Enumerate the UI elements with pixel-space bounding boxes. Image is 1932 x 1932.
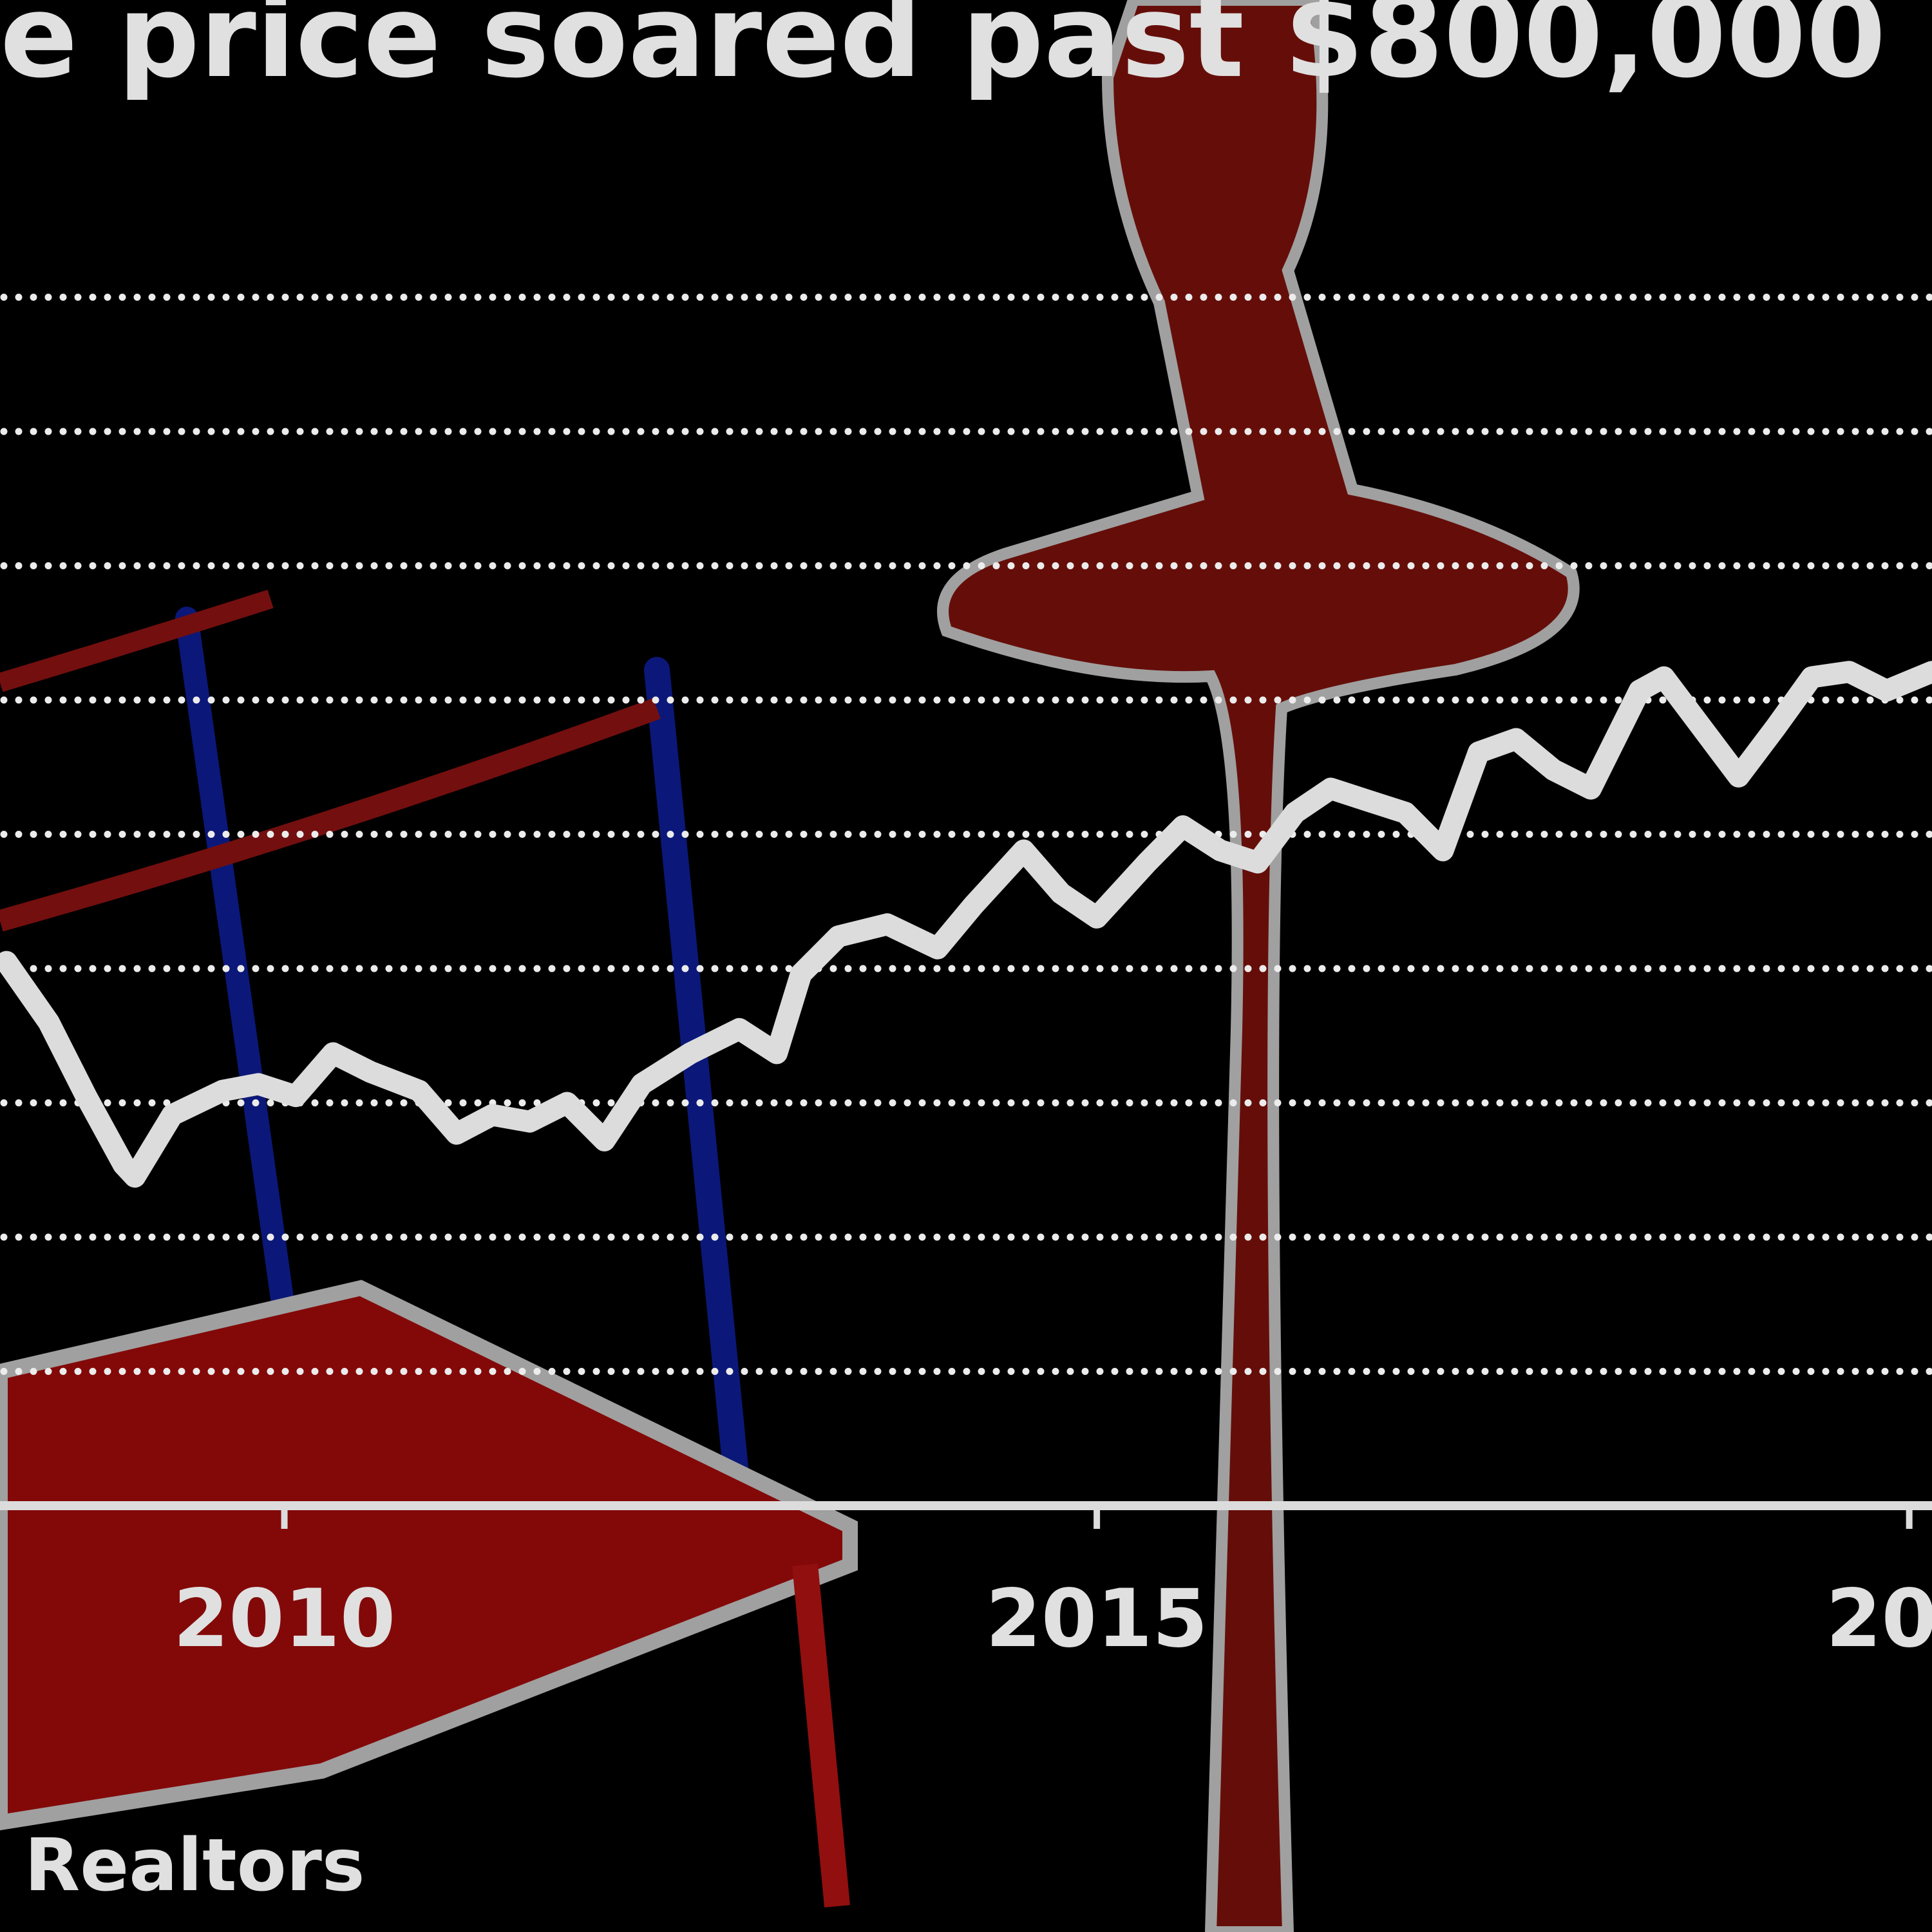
chart-title: e price soared past $800,000 in April [0, 0, 1932, 103]
x-tick-label: 2015 [986, 1573, 1208, 1665]
illustration [0, 0, 1580, 1932]
price-line [0, 661, 1932, 1188]
x-tick-label: 202 [1826, 1573, 1932, 1665]
source: Realtors [24, 1824, 365, 1908]
x-tick-label: 2010 [173, 1573, 395, 1665]
